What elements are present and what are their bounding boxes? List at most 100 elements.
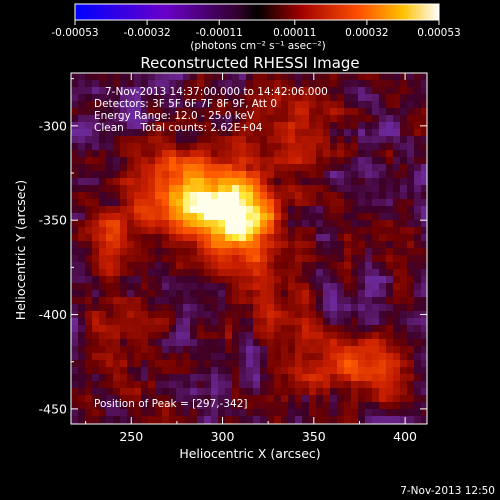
heatmap-cell [134,395,142,403]
heatmap-cell [365,129,373,137]
heatmap-cell [148,367,156,375]
heatmap-cell [386,416,394,424]
heatmap-cell [127,178,135,186]
heatmap-cell [85,213,93,221]
heatmap-cell [106,402,114,410]
heatmap-cell [85,143,93,151]
heatmap-cell [274,346,282,354]
heatmap-cell [344,367,352,375]
heatmap-cell [330,129,338,137]
heatmap-cell [239,409,247,417]
heatmap-cell [190,290,198,298]
heatmap-cell [358,248,366,256]
heatmap-cell [393,164,401,172]
heatmap-cell [267,241,275,249]
heatmap-cell [141,234,149,242]
heatmap-cell [330,402,338,410]
heatmap-cell [302,276,310,284]
heatmap-cell [386,409,394,417]
heatmap-cell [99,388,107,396]
heatmap-cell [120,192,128,200]
heatmap-cell [204,178,212,186]
heatmap-cell [253,171,261,179]
heatmap-cell [393,381,401,389]
heatmap-cell [379,80,387,88]
heatmap-cell [246,129,254,137]
heatmap-cell [351,311,359,319]
heatmap-cell [218,164,226,172]
heatmap-cell [134,325,142,333]
heatmap-cell [211,360,219,368]
heatmap-cell [379,206,387,214]
heatmap-cell [372,248,380,256]
heatmap-cell [106,73,114,81]
heatmap-cell [316,241,324,249]
heatmap-cell [365,416,373,424]
heatmap-cell [225,115,233,123]
heatmap-cell [337,94,345,102]
heatmap-cell [232,157,240,165]
heatmap-cell [316,213,324,221]
heatmap-cell [211,325,219,333]
heatmap-cell [386,227,394,235]
heatmap-cell [113,262,121,270]
heatmap-cell [302,213,310,221]
heatmap-cell [393,297,401,305]
heatmap-cell [204,220,212,228]
heatmap-cell [148,129,156,137]
heatmap-cell [85,157,93,165]
heatmap-cell [330,94,338,102]
heatmap-cell [197,269,205,277]
heatmap-cell [92,87,100,95]
heatmap-cell [316,178,324,186]
heatmap-cell [323,416,331,424]
heatmap-cell [253,395,261,403]
heatmap-cell [162,360,170,368]
heatmap-cell [141,409,149,417]
heatmap-cell [421,360,427,368]
heatmap-cell [148,353,156,361]
heatmap-cell [141,80,149,88]
heatmap-cell [99,94,107,102]
heatmap-cell [309,227,317,235]
heatmap-cell [309,388,317,396]
heatmap-cell [99,157,107,165]
heatmap-cell [141,206,149,214]
heatmap-cell [169,388,177,396]
heatmap-cell [407,339,415,347]
heatmap-cell [365,297,373,305]
heatmap-cell [78,416,86,424]
heatmap-cell [176,206,184,214]
heatmap-cell [344,311,352,319]
heatmap-cell [372,332,380,340]
heatmap-cell [295,241,303,249]
heatmap-cell [260,255,268,263]
heatmap-cell [71,164,79,172]
heatmap-cell [288,122,296,130]
heatmap-cell [92,143,100,151]
heatmap-cell [372,122,380,130]
heatmap-cell [323,248,331,256]
heatmap-cell [281,164,289,172]
heatmap-cell [78,101,86,109]
heatmap-cell [386,157,394,165]
heatmap-cell [211,129,219,137]
heatmap-cell [372,185,380,193]
heatmap-cell [239,199,247,207]
heatmap-cell [183,304,191,312]
heatmap-cell [358,192,366,200]
heatmap-cell [162,199,170,207]
heatmap-cell [99,332,107,340]
heatmap-cell [386,87,394,95]
heatmap-cell [197,122,205,130]
heatmap-cell [365,248,373,256]
heatmap-cell [309,276,317,284]
heatmap-cell [225,318,233,326]
heatmap-cell [253,283,261,291]
heatmap-cell [176,416,184,424]
heatmap-cell [204,297,212,305]
heatmap-cell [323,185,331,193]
heatmap-cell [288,192,296,200]
heatmap-cell [78,262,86,270]
heatmap-cell [218,241,226,249]
